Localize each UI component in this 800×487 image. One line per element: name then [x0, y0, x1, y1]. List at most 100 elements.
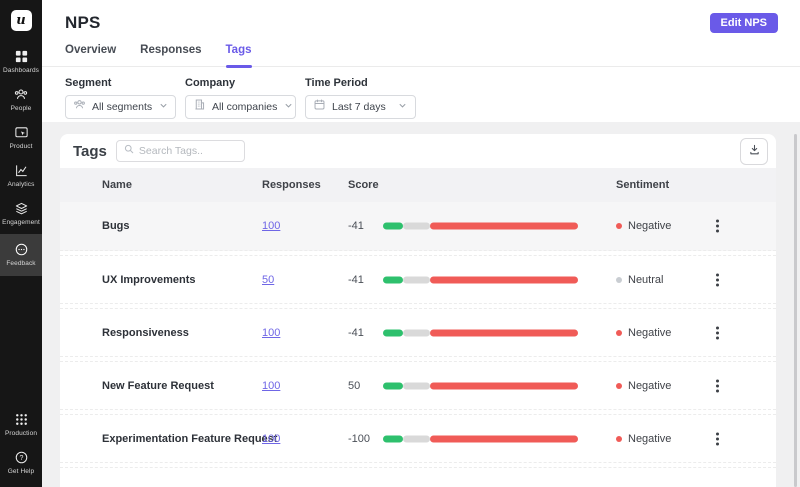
sentiment-cell: Negative [616, 380, 671, 392]
chevron-down-icon [283, 98, 294, 116]
feedback-icon [14, 242, 29, 257]
filter-label: Segment [65, 77, 112, 89]
responses-link[interactable]: 100 [262, 220, 281, 232]
sentiment-dot [616, 276, 622, 283]
company-dropdown[interactable]: All companies [185, 95, 296, 119]
score-bar-red [429, 276, 578, 283]
row-menu-button[interactable] [710, 267, 725, 292]
sidebar-item-product[interactable]: Product [0, 120, 42, 156]
search-box [115, 140, 245, 162]
sidebar-item-label: Analytics [7, 181, 35, 188]
sidebar-item-dashboards[interactable]: Dashboards [0, 44, 42, 80]
sentiment-label: Negative [628, 326, 672, 339]
sidebar-item-get-help[interactable]: ? Get Help [0, 445, 42, 481]
filter-label: Company [185, 77, 236, 89]
get-help-icon: ? [14, 450, 29, 465]
time-period-value: Last 7 days [332, 101, 386, 113]
engagement-icon [14, 201, 29, 216]
sentiment-cell: Neutral [616, 274, 663, 286]
calendar-icon [313, 98, 326, 116]
score-bar-gray [403, 276, 430, 283]
sidebar-item-label: People [10, 105, 32, 112]
vertical-scrollbar[interactable] [794, 134, 797, 487]
score-value: -41 [348, 273, 364, 286]
score-bar-gray [403, 329, 430, 336]
sidebar-bottom-group: Production ? Get Help [0, 407, 42, 483]
time-period-dropdown[interactable]: Last 7 days [305, 95, 416, 119]
score-bar-red [429, 329, 578, 336]
sentiment-cell: Negative [616, 433, 671, 445]
search-icon [123, 142, 135, 160]
sentiment-dot [616, 329, 622, 336]
filter-company: Company All companies [185, 77, 296, 119]
tab-overview[interactable]: Overview [65, 44, 117, 56]
panel-title: Tags [73, 142, 107, 160]
download-button[interactable] [740, 137, 768, 165]
table-row: New Feature Request 100 50 Negative [60, 361, 776, 410]
edit-nps-button[interactable]: Edit NPS [709, 13, 778, 33]
sidebar-item-label: Dashboards [2, 67, 40, 74]
production-icon [14, 412, 29, 427]
responses-link[interactable]: 100 [262, 379, 281, 392]
sentiment-label: Neutral [628, 273, 664, 286]
filter-segment: Segment All segments [65, 77, 176, 119]
sidebar-item-production[interactable]: Production [0, 407, 42, 443]
app-logo[interactable]: u [10, 10, 32, 31]
column-header-responses: Responses [262, 179, 321, 191]
segment-value: All segments [92, 101, 153, 113]
company-icon [193, 98, 206, 116]
segment-dropdown[interactable]: All segments [65, 95, 176, 119]
table-row: Experimentation Feature Request 100 -100… [60, 414, 776, 463]
dashboards-icon [14, 49, 29, 64]
row-menu-button[interactable] [710, 426, 725, 451]
score-bar-gray [403, 222, 430, 230]
row-menu-button[interactable] [710, 320, 725, 345]
logo-letter: u [16, 13, 26, 28]
sidebar-item-people[interactable]: People [0, 82, 42, 118]
responses-link[interactable]: 50 [262, 273, 275, 286]
score-value: -41 [348, 220, 364, 232]
sentiment-dot [616, 223, 622, 229]
score-bar-gray [403, 382, 430, 389]
page-header: NPS Edit NPS Overview Responses Tags Seg… [42, 0, 800, 122]
tags-panel: Tags Name Responses Score Sentiment Bugs… [60, 134, 776, 487]
table-row: Bugs 100 -41 Negative [60, 202, 776, 251]
column-header-sentiment: Sentiment [616, 179, 670, 191]
responses-link[interactable]: 100 [262, 432, 281, 445]
score-bar [383, 435, 578, 442]
filter-time-period: Time Period Last 7 days [305, 77, 416, 119]
sidebar-item-label: Engagement [2, 219, 40, 226]
row-menu-button[interactable] [710, 373, 725, 398]
table-header: Name Responses Score Sentiment [60, 168, 776, 202]
score-bar-green [383, 435, 404, 442]
tag-name: Experimentation Feature Request [102, 432, 278, 445]
tab-bar: Overview Responses Tags [42, 44, 800, 68]
row-menu-button[interactable] [710, 214, 725, 239]
tab-responses[interactable]: Responses [140, 44, 202, 56]
score-bar-red [429, 222, 578, 230]
sentiment-label: Negative [628, 432, 672, 445]
sidebar-item-engagement[interactable]: Engagement [0, 196, 42, 232]
chevron-down-icon [158, 98, 169, 116]
score-bar-green [383, 382, 404, 389]
sidebar-nav: Dashboards People Product Analytics [0, 44, 42, 487]
sentiment-cell: Negative [616, 220, 671, 232]
column-header-name: Name [102, 179, 132, 191]
sentiment-label: Negative [628, 379, 672, 392]
product-icon [14, 125, 29, 140]
score-bar [383, 382, 578, 389]
sidebar-item-label: Feedback [6, 260, 36, 267]
partial-next-row [60, 467, 776, 487]
score-bar-red [429, 435, 578, 442]
svg-text:?: ? [19, 455, 23, 462]
tag-name: UX Improvements [102, 273, 196, 286]
search-input[interactable] [138, 145, 238, 157]
responses-link[interactable]: 100 [262, 326, 281, 339]
sentiment-dot [616, 382, 622, 389]
page-title: NPS [65, 13, 101, 32]
sidebar-item-analytics[interactable]: Analytics [0, 158, 42, 194]
sidebar-item-feedback[interactable]: Feedback [0, 234, 42, 276]
sidebar: u Dashboards People Product [0, 0, 42, 487]
people-icon [13, 87, 29, 102]
tab-tags[interactable]: Tags [225, 44, 252, 68]
